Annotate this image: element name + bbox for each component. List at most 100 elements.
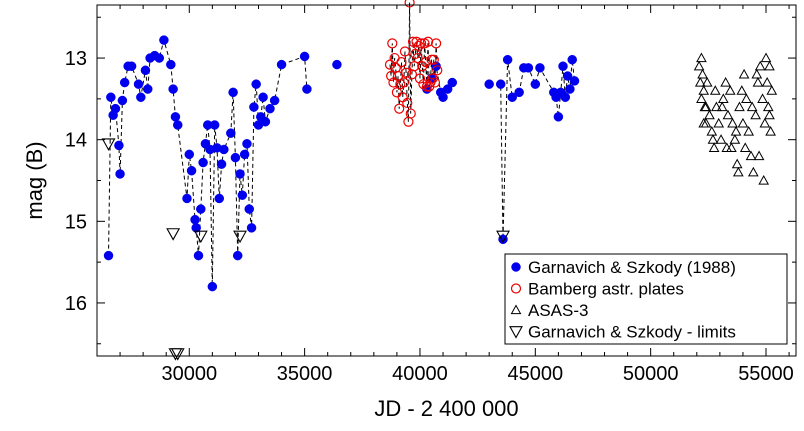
data-point-series-3 xyxy=(193,230,208,244)
data-point-series-0 xyxy=(535,63,545,73)
data-point-series-2 xyxy=(709,85,721,95)
data-point-series-0 xyxy=(196,204,206,214)
data-point-series-0 xyxy=(119,77,130,88)
data-point-series-0 xyxy=(514,87,524,98)
x-tick-label: 55000 xyxy=(738,363,794,385)
data-point-series-2 xyxy=(741,93,752,103)
data-point-series-2 xyxy=(764,109,775,120)
data-point-series-0 xyxy=(567,54,577,65)
data-point-series-0 xyxy=(447,77,458,88)
data-point-series-0 xyxy=(230,152,241,163)
data-point-series-2 xyxy=(711,101,722,112)
data-point-series-2 xyxy=(693,60,705,71)
data-point-series-1 xyxy=(413,40,424,51)
legend-marker xyxy=(509,326,523,339)
data-point-series-2 xyxy=(717,93,729,103)
data-point-series-0 xyxy=(172,120,183,130)
data-point-series-2 xyxy=(706,125,718,136)
data-point-series-0 xyxy=(219,144,229,155)
data-point-series-2 xyxy=(734,101,745,112)
data-point-series-1 xyxy=(429,77,441,88)
legend-marker xyxy=(511,262,521,272)
data-point-series-0 xyxy=(562,71,573,81)
data-point-series-0 xyxy=(249,102,259,112)
connecting-dashed-lines xyxy=(108,2,575,287)
data-point-series-2 xyxy=(697,68,708,79)
data-point-series-0 xyxy=(214,193,225,204)
x-tick-label: 45000 xyxy=(508,363,564,385)
data-point-series-2 xyxy=(729,134,741,144)
data-point-series-0 xyxy=(242,139,252,149)
data-point-series-2 xyxy=(759,117,771,128)
legend-box xyxy=(504,253,788,345)
data-point-series-2 xyxy=(715,134,727,144)
data-point-series-1 xyxy=(386,70,397,82)
data-point-series-2 xyxy=(752,77,764,87)
data-point-series-0 xyxy=(126,61,137,71)
data-point-series-2 xyxy=(757,93,768,103)
data-point-series-0 xyxy=(190,214,200,225)
data-point-series-1 xyxy=(431,38,442,49)
data-point-series-0 xyxy=(184,149,195,160)
data-point-series-0 xyxy=(166,59,176,70)
data-point-series-2 xyxy=(731,158,743,169)
data-point-series-2 xyxy=(747,166,759,177)
data-point-series-3 xyxy=(101,138,116,151)
data-point-series-0 xyxy=(560,92,571,102)
x-tick-label: 50000 xyxy=(623,363,679,385)
data-point-series-0 xyxy=(332,59,342,70)
data-point-series-0 xyxy=(115,169,125,179)
data-point-series-2 xyxy=(753,150,765,161)
data-point-series-2 xyxy=(750,109,761,120)
data-point-series-0 xyxy=(502,54,513,65)
data-point-series-2 xyxy=(707,134,719,144)
data-point-series-0 xyxy=(260,116,271,127)
data-point-series-2 xyxy=(764,60,775,71)
data-point-series-2 xyxy=(746,101,758,112)
data-point-series-0 xyxy=(565,84,575,94)
data-point-series-0 xyxy=(106,92,116,102)
data-point-series-2 xyxy=(727,117,738,128)
data-point-series-1 xyxy=(401,67,412,78)
data-point-series-1 xyxy=(416,38,427,49)
data-point-series-2 xyxy=(696,52,707,63)
data-point-series-2 xyxy=(704,109,715,120)
axes: 30000 35000 40000 45000 50000 55000 13 14 15 16 JD… xyxy=(22,4,797,421)
data-point-series-0 xyxy=(186,165,197,176)
data-point-series-1 xyxy=(396,57,407,68)
data-point-series-0 xyxy=(216,159,227,169)
data-point-series-2 xyxy=(708,142,720,152)
data-point-series-1 xyxy=(422,36,434,47)
data-point-series-3 xyxy=(168,348,183,361)
data-point-series-0 xyxy=(154,53,165,63)
data-point-series-0 xyxy=(265,103,275,114)
data-point-series-2 xyxy=(739,142,751,152)
legend-marker xyxy=(510,283,522,294)
data-point-series-1 xyxy=(412,52,423,64)
data-point-series-2 xyxy=(698,85,710,95)
data-point-series-2 xyxy=(743,125,755,136)
data-point-series-2 xyxy=(758,174,770,185)
y-tick-label: 14 xyxy=(65,130,87,152)
data-point-series-0 xyxy=(507,92,517,102)
data-point-series-0 xyxy=(269,95,280,106)
data-point-series-0 xyxy=(191,223,201,233)
data-point-series-0 xyxy=(117,95,128,106)
data-point-series-0 xyxy=(299,51,310,62)
legend-label: ASAS-3 xyxy=(528,301,588,320)
data-point-series-0 xyxy=(226,128,236,138)
data-point-series-0 xyxy=(438,92,448,102)
x-axis-title: JD - 2 400 000 xyxy=(374,396,518,421)
data-point-series-0 xyxy=(182,193,192,204)
data-point-series-0 xyxy=(258,92,268,102)
legend-label: Bamberg astr. plates xyxy=(528,280,684,299)
legend-label: Garnavich & Szkody - limits xyxy=(528,323,736,342)
data-point-series-0 xyxy=(140,65,151,76)
data-point-series-0 xyxy=(143,84,153,94)
data-point-series-0 xyxy=(558,61,568,71)
data-point-series-0 xyxy=(159,35,169,45)
data-point-series-0 xyxy=(198,157,208,168)
y-tick-label: 16 xyxy=(65,293,87,315)
